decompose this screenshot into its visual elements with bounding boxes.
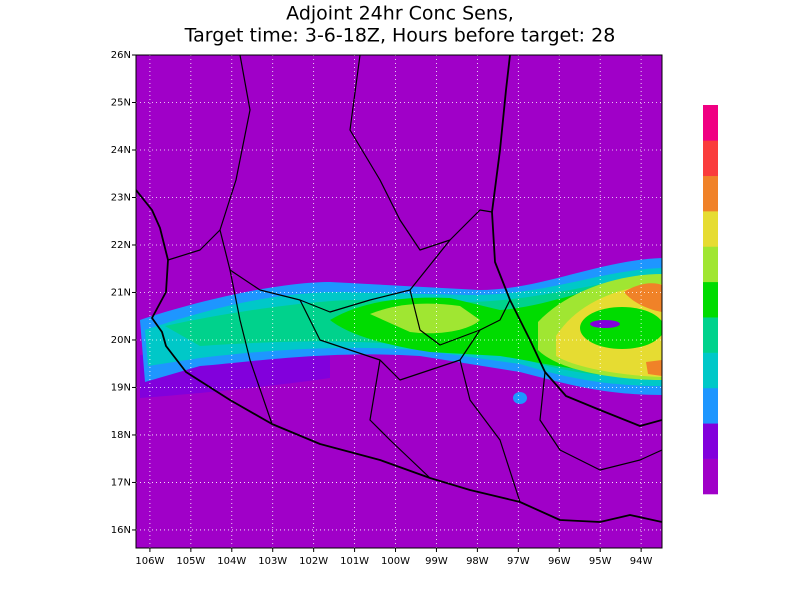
y-tick-label: 24N [111,145,131,156]
x-tick-label: 102W [299,556,328,567]
y-tick-label: 23N [111,192,131,203]
colorbar-swatch [703,246,718,283]
x-tick-label: 94W [630,556,653,567]
colorbar-swatch [703,423,718,459]
x-tick-label: 104W [217,556,246,567]
y-tick-label: 16N [111,525,131,536]
chart-subtitle: Target time: 3-6-18Z, Hours before targe… [184,25,616,47]
y-tick-label: 21N [111,287,131,298]
state-border [409,289,481,346]
x-tick-label: 105W [176,556,205,567]
state-border [229,269,273,425]
state-border [539,371,662,471]
x-tick-label: 96W [548,556,571,567]
field-contour [513,392,527,404]
geography [136,55,662,523]
x-tick-label: 97W [507,556,530,567]
colorbar-swatch [703,317,718,353]
colorbar-swatch [703,387,718,424]
y-tick-label: 25N [111,97,131,108]
x-tick-label: 95W [589,556,612,567]
coastline [491,55,662,427]
x-tick-label: 99W [425,556,448,567]
y-tick-label: 26N [111,50,131,61]
state-border [459,359,521,503]
colorbar-swatch [703,458,718,495]
state-border [167,229,221,261]
y-tick-label: 18N [111,430,131,441]
x-tick-label: 98W [466,556,489,567]
state-border [369,359,431,479]
sensitivity-field [136,55,662,548]
chart-title: Adjoint 24hr Conc Sens, [286,3,514,25]
field-contour [646,360,662,376]
field-contour [370,303,480,334]
plot-frame [135,54,663,549]
x-tick-label: 106W [135,556,164,567]
colorbar-swatch [703,140,718,177]
x-tick-label: 100W [381,556,410,567]
y-tick-label: 20N [111,335,131,346]
colorbar-swatch [703,352,718,389]
x-tick-label: 101W [340,556,369,567]
y-tick-label: 19N [111,382,131,393]
field-contour [624,283,662,312]
colorbar-swatch [703,211,718,247]
y-tick-label: 22N [111,240,131,251]
x-tick-label: 103W [258,556,287,567]
colorbar-swatch [703,105,718,141]
state-border [299,299,511,381]
field-contour [580,307,662,349]
y-tick-label: 17N [111,477,131,488]
state-border [349,55,451,251]
coastline [136,189,662,523]
colorbar [703,105,718,495]
colorbar-swatch [703,281,718,318]
field-contour [590,320,620,328]
colorbar-swatch [703,175,718,212]
